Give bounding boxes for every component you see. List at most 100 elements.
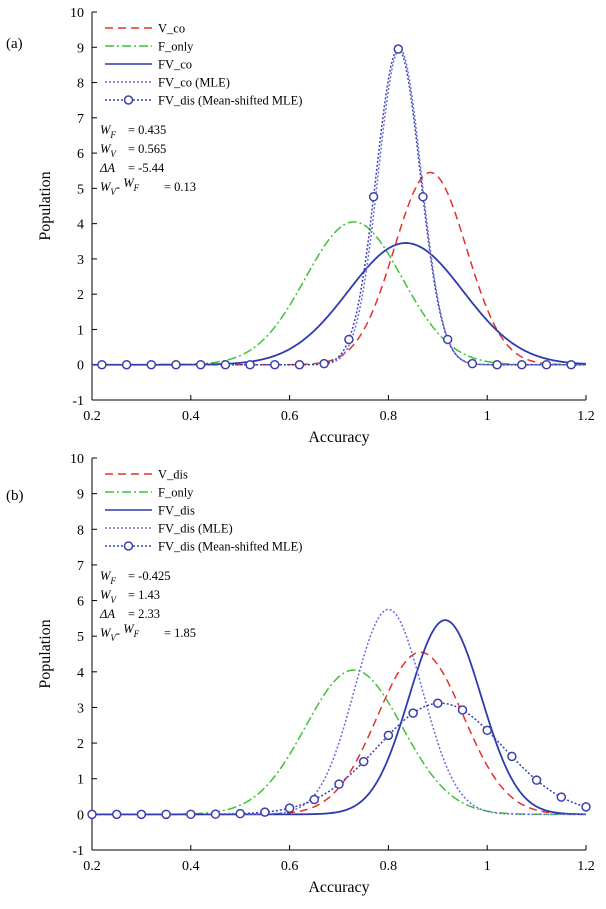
- legend-entry: V_co: [158, 22, 185, 36]
- y-tick-label: 9: [77, 41, 84, 56]
- data-point-marker: [442, 334, 453, 345]
- x-tick-label: 0.8: [380, 409, 398, 424]
- data-point-marker: [220, 359, 231, 370]
- data-point-marker: [556, 792, 567, 802]
- legend: V_dis F_only FV_dis FV_dis (MLE) FV_dis (Mea…: [105, 468, 302, 554]
- x-tick-label: 1.2: [577, 409, 595, 424]
- chart-panel-b: (b) -1 0 1 2 3 4 5 6 7 8 9 10 0.2 0.4 0.6 0.8 1 1.2 Accurac…: [6, 452, 595, 896]
- y-tick-label: 7: [77, 559, 84, 574]
- x-tick-label: 1: [484, 409, 491, 424]
- data-point-marker: [383, 730, 394, 741]
- data-point-marker: [344, 334, 354, 345]
- y-axis-label: Population: [37, 619, 54, 688]
- data-point-marker: [235, 808, 245, 819]
- data-point-marker: [284, 803, 295, 813]
- annotation-value: = 1.85: [164, 626, 196, 640]
- annotation-label: WF: [100, 123, 116, 140]
- annotation-label: WV- WF: [100, 622, 140, 643]
- data-point-marker: [294, 359, 305, 370]
- data-point-marker: [97, 359, 107, 370]
- x-tick-label: 0.6: [281, 859, 299, 874]
- y-tick-label: 7: [77, 112, 84, 127]
- y-tick-label: 5: [77, 182, 84, 197]
- data-point-marker: [195, 359, 206, 370]
- x-tick-label: 0.2: [83, 859, 101, 874]
- x-tick-label: 1: [484, 859, 491, 874]
- series-line-3: [92, 242, 586, 366]
- y-tick-label: 6: [77, 147, 84, 162]
- data-point-marker: [467, 358, 478, 369]
- annotation-value: = -0.425: [128, 569, 170, 583]
- annotation-value: = 1.43: [128, 588, 160, 602]
- data-point-marker: [161, 809, 171, 820]
- data-point-marker: [566, 359, 576, 370]
- legend: V_co F_only FV_co FV_co (MLE) FV_dis (Mean-s…: [105, 22, 302, 108]
- legend-entry: FV_co: [158, 58, 192, 72]
- y-tick-label: 4: [77, 218, 84, 233]
- data-point-marker: [270, 359, 280, 370]
- data-point-marker: [121, 359, 132, 370]
- panel-label: (b): [6, 488, 24, 504]
- data-point-marker: [260, 807, 270, 817]
- x-axis-label: Accuracy: [308, 879, 369, 896]
- annotation-label: ΔA: [99, 607, 115, 621]
- x-tick-label: 0.8: [380, 859, 398, 874]
- annotation-value: = 0.565: [128, 142, 166, 156]
- annotation-value: = 2.33: [128, 607, 160, 621]
- data-point-marker: [418, 192, 428, 202]
- data-point-marker: [531, 775, 542, 785]
- y-tick-label: 5: [77, 630, 84, 645]
- legend-entry: F_only: [158, 40, 194, 54]
- data-point-marker: [581, 802, 591, 812]
- series-line-3: [92, 619, 586, 816]
- y-tick-label: -1: [72, 394, 84, 409]
- legend-entry: FV_dis (Mean-shifted MLE): [158, 540, 302, 554]
- data-point-marker: [136, 809, 147, 820]
- y-axis-label: Population: [37, 171, 54, 240]
- series-line-2: [92, 221, 586, 366]
- y-tick-label: 6: [77, 595, 84, 610]
- data-point-marker: [358, 756, 369, 767]
- y-tick-label: -1: [72, 844, 84, 859]
- y-tick-label: 8: [77, 77, 84, 92]
- data-point-marker: [186, 809, 196, 820]
- y-tick-label: 9: [77, 488, 84, 503]
- data-point-marker: [146, 359, 157, 370]
- data-point-marker: [492, 359, 502, 370]
- data-point-marker: [393, 44, 404, 54]
- y-tick-label: 4: [77, 666, 84, 681]
- x-tick-label: 0.4: [182, 859, 200, 874]
- x-tick-label: 0.4: [182, 409, 200, 424]
- annotation-value: = 0.435: [128, 123, 166, 137]
- data-point-marker: [319, 358, 329, 369]
- y-tick-label: 8: [77, 523, 84, 538]
- data-point-marker: [87, 809, 97, 820]
- data-point-marker: [517, 359, 527, 370]
- legend-entry: FV_dis (MLE): [158, 522, 233, 536]
- data-point-marker: [507, 751, 517, 762]
- y-tick-label: 1: [77, 773, 84, 788]
- data-point-marker: [334, 779, 344, 789]
- y-tick-label: 0: [77, 808, 84, 823]
- series-line-4: [92, 608, 586, 816]
- data-point-marker: [309, 794, 320, 805]
- data-point-marker: [171, 359, 181, 370]
- series-line-1: [92, 171, 586, 366]
- y-tick-label: 10: [70, 452, 84, 467]
- legend-entry: FV_dis (Mean-shifted MLE): [158, 94, 302, 108]
- annotation-label: WV: [100, 142, 117, 159]
- panel-label: (a): [6, 36, 23, 52]
- data-point-marker: [457, 705, 468, 715]
- legend-marker: [123, 541, 134, 551]
- y-tick-label: 1: [77, 323, 84, 338]
- data-point-marker: [433, 698, 443, 709]
- chart-panel-a: (a) -1 0 1 2 3 4 5 6 7 8 9 10 0.2 0.4 0.6 0.8 1 1.2 Accurac…: [6, 6, 595, 446]
- data-point-marker: [541, 359, 552, 370]
- data-point-marker: [368, 192, 379, 202]
- y-tick-label: 0: [77, 359, 84, 374]
- annotation-value: = 0.13: [164, 180, 196, 194]
- series-line-2: [92, 669, 586, 816]
- y-tick-label: 3: [77, 701, 84, 716]
